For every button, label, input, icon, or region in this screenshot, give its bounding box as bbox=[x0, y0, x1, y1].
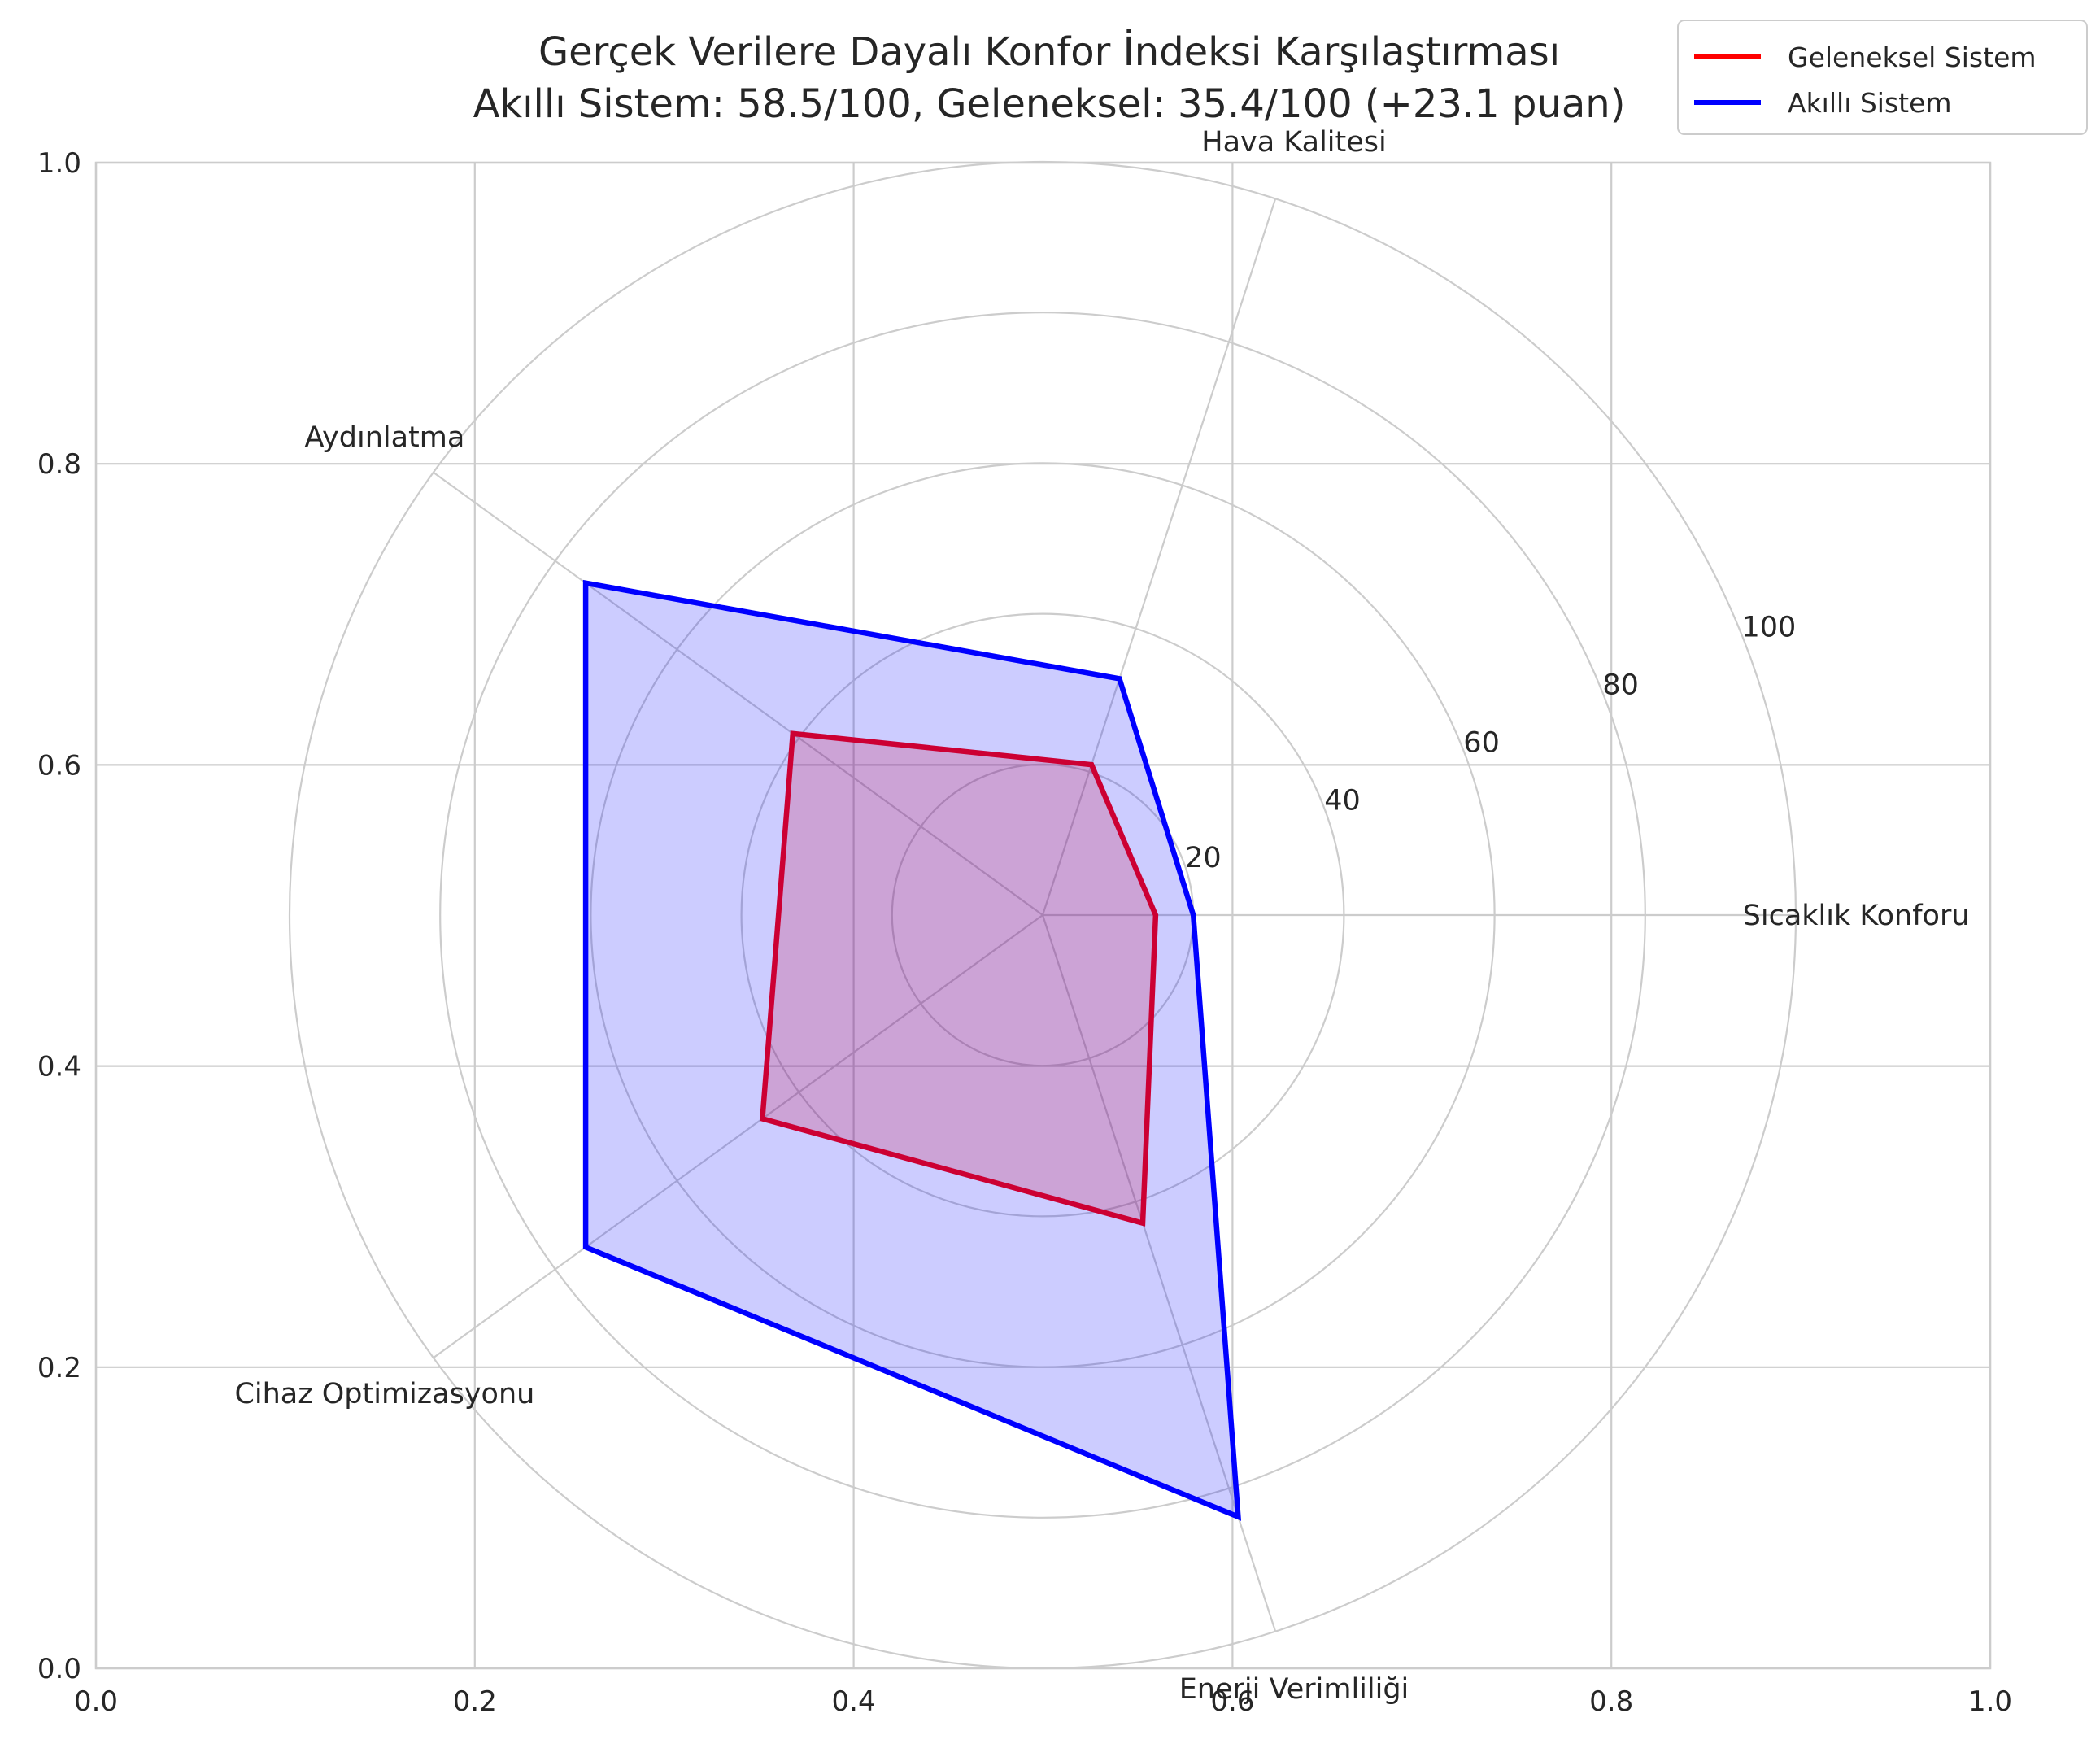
radial-tick-label: 60 bbox=[1463, 726, 1500, 759]
category-label: Hava Kalitesi bbox=[1201, 126, 1387, 159]
x-tick-label: 0.8 bbox=[1589, 1685, 1633, 1718]
y-tick-label: 0.8 bbox=[37, 448, 81, 481]
radial-tick-label: 40 bbox=[1324, 784, 1361, 817]
category-label: Sıcaklık Konforu bbox=[1743, 900, 1970, 932]
x-tick-label: 0.4 bbox=[832, 1685, 876, 1718]
radial-tick-label: 20 bbox=[1185, 842, 1222, 874]
x-tick-label: 0.6 bbox=[1210, 1685, 1254, 1718]
x-tick-label: 1.0 bbox=[1968, 1685, 2012, 1718]
radial-tick-label: 80 bbox=[1602, 669, 1639, 702]
chart-title: Gerçek Verilere Dayalı Konfor İndeksi Ka… bbox=[473, 29, 1626, 127]
series-fill-1 bbox=[586, 583, 1238, 1517]
radial-tick-labels: 20 40 60 80 100 bbox=[1185, 612, 1796, 875]
title-line-2: Akıllı Sistem: 58.5/100, Geleneksel: 35.… bbox=[473, 81, 1626, 127]
legend: Geleneksel Sistem Akıllı Sistem bbox=[1678, 20, 2087, 134]
legend-label: Akıllı Sistem bbox=[1788, 87, 1952, 119]
x-tick-label: 0.0 bbox=[74, 1685, 118, 1718]
y-tick-label: 1.0 bbox=[37, 147, 81, 180]
category-label: Cihaz Optimizasyonu bbox=[234, 1378, 534, 1410]
y-tick-label: 0.0 bbox=[37, 1653, 81, 1685]
legend-label: Geleneksel Sistem bbox=[1788, 41, 2037, 73]
category-label: Aydınlatma bbox=[304, 421, 464, 454]
y-tick-label: 0.6 bbox=[37, 749, 81, 782]
radial-tick-label: 100 bbox=[1742, 612, 1797, 644]
x-tick-label: 0.2 bbox=[453, 1685, 497, 1718]
series-layer bbox=[586, 583, 1239, 1517]
y-tick-label: 0.2 bbox=[37, 1352, 81, 1384]
y-tick-label: 0.4 bbox=[37, 1051, 81, 1083]
title-line-1: Gerçek Verilere Dayalı Konfor İndeksi Ka… bbox=[538, 29, 1560, 75]
